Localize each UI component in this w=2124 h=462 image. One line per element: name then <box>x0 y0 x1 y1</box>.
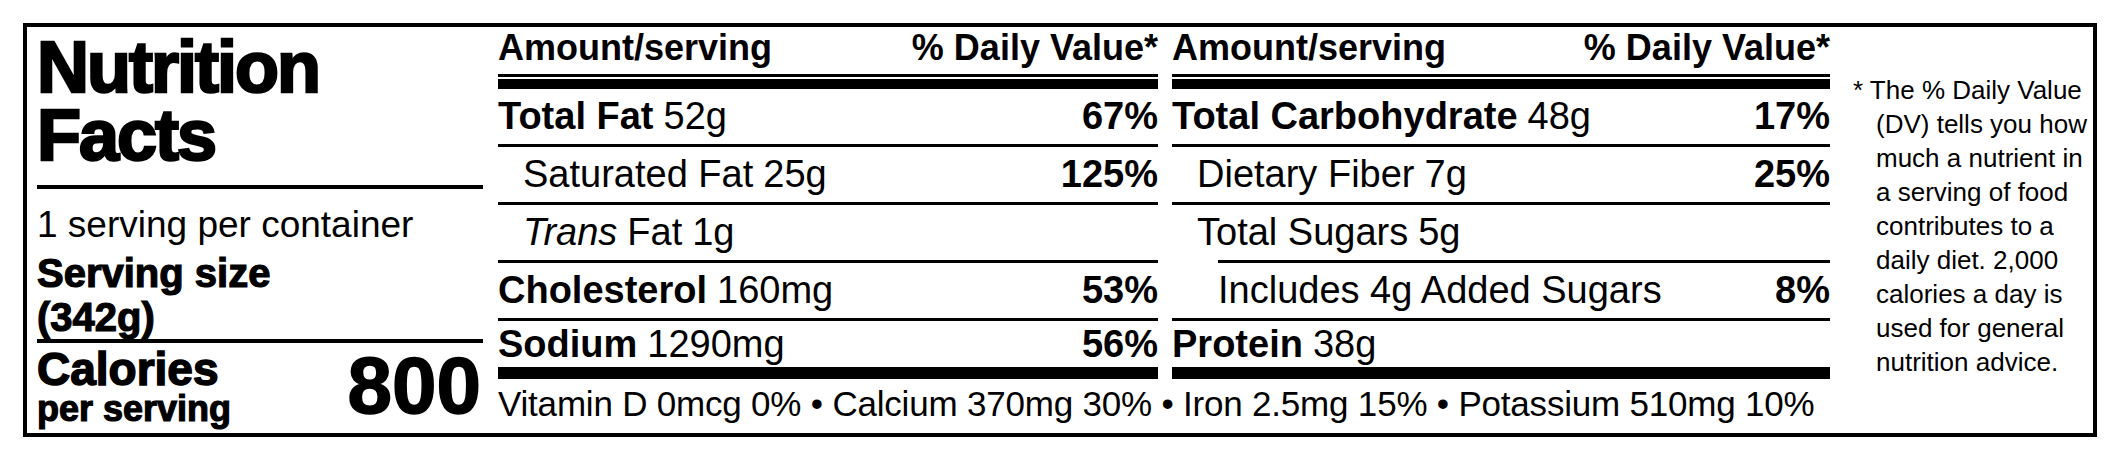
header-amount-serving: Amount/serving <box>1172 27 1446 69</box>
micronutrients-line: Vitamin D 0mcg 0% • Calcium 370mg 30% • … <box>498 379 1838 429</box>
header-daily-value: % Daily Value* <box>912 27 1158 69</box>
row-cholesterol: Cholesterol160mg 53% <box>498 263 1158 321</box>
label-title: Nutrition Facts <box>37 33 319 169</box>
serving-size-label: Serving size <box>37 251 270 295</box>
calories-row: Calories per serving 800 <box>37 347 483 425</box>
row-trans-fat: TransFat1g <box>498 205 1158 263</box>
row-total-sugars: Total Sugars5g <box>1172 205 1830 260</box>
calories-label-block: Calories per serving <box>37 347 231 426</box>
dv-value: 56% <box>1082 323 1158 366</box>
row-protein: Protein38g <box>1172 321 1830 379</box>
header-amount-serving: Amount/serving <box>498 27 772 69</box>
calories-sublabel: per serving <box>37 391 231 426</box>
dv-value: 25% <box>1754 153 1830 196</box>
daily-value-footnote: * The % Daily Value (DV) tells you how m… <box>1853 73 2124 379</box>
column-header: Amount/serving % Daily Value* <box>498 27 1158 77</box>
dv-value: 8% <box>1775 269 1830 312</box>
servings-per-container: 1 serving per container <box>37 205 413 245</box>
label-left-column: Nutrition Facts 1 serving per container … <box>37 27 483 429</box>
row-added-sugars: Includes 4g Added Sugars 8% <box>1172 263 1830 321</box>
row-total-fat: Total Fat52g 67% <box>498 89 1158 147</box>
row-saturated-fat: Saturated Fat25g 125% <box>498 147 1158 205</box>
dv-value: 125% <box>1061 153 1158 196</box>
row-total-carbohydrate: Total Carbohydrate48g 17% <box>1172 89 1830 147</box>
divider-under-title <box>37 185 483 189</box>
serving-size-amount: (342g) <box>37 295 155 339</box>
nutrient-column-2: Amount/serving % Daily Value* Total Carb… <box>1172 27 1830 379</box>
thick-bar <box>1172 79 1830 89</box>
calories-value: 800 <box>348 347 483 425</box>
row-dietary-fiber: Dietary Fiber7g 25% <box>1172 147 1830 205</box>
thick-bar <box>498 79 1158 89</box>
dv-value: 17% <box>1754 95 1830 138</box>
dv-value: 53% <box>1082 269 1158 312</box>
header-daily-value: % Daily Value* <box>1584 27 1830 69</box>
nutrition-facts-label: Nutrition Facts 1 serving per container … <box>23 23 2097 437</box>
nutrient-column-1: Amount/serving % Daily Value* Total Fat5… <box>498 27 1158 379</box>
row-sodium: Sodium1290mg 56% <box>498 321 1158 379</box>
dv-value: 67% <box>1082 95 1158 138</box>
calories-label: Calories <box>37 347 231 391</box>
column-header: Amount/serving % Daily Value* <box>1172 27 1830 77</box>
